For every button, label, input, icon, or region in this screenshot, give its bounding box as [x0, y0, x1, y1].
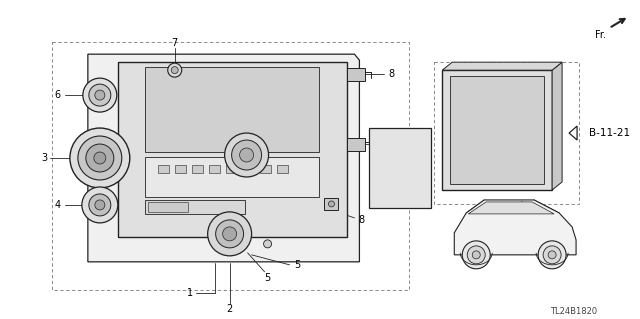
Circle shape	[223, 227, 237, 241]
Bar	[324, 198, 339, 210]
Bar	[118, 62, 348, 237]
Circle shape	[89, 84, 111, 106]
Circle shape	[94, 152, 106, 164]
Bar	[348, 138, 365, 151]
Circle shape	[172, 67, 178, 74]
Bar	[243, 165, 253, 173]
Bar	[226, 165, 237, 173]
Polygon shape	[88, 54, 360, 262]
Bar	[148, 202, 188, 212]
Bar	[451, 76, 544, 184]
Bar	[145, 67, 319, 152]
Text: 8: 8	[358, 215, 365, 225]
Text: B-11-21: B-11-21	[589, 128, 630, 138]
Circle shape	[467, 246, 485, 264]
Text: 4: 4	[55, 200, 61, 210]
Polygon shape	[454, 200, 576, 255]
Circle shape	[232, 140, 262, 170]
Circle shape	[95, 200, 105, 210]
Text: 8: 8	[388, 69, 394, 79]
Bar	[157, 165, 169, 173]
Circle shape	[239, 148, 253, 162]
Bar	[145, 200, 244, 214]
Circle shape	[86, 144, 114, 172]
Circle shape	[225, 133, 269, 177]
Bar	[52, 42, 410, 290]
Text: 5: 5	[264, 273, 271, 283]
Bar	[369, 128, 431, 208]
Text: 6: 6	[55, 90, 61, 100]
Bar	[348, 68, 365, 81]
Text: 8: 8	[388, 139, 394, 149]
Text: Fr.: Fr.	[595, 30, 606, 40]
Polygon shape	[468, 202, 554, 214]
Text: 2: 2	[227, 304, 233, 314]
Text: TL24B1820: TL24B1820	[550, 307, 597, 316]
Bar	[442, 70, 552, 190]
Circle shape	[95, 90, 105, 100]
Bar	[435, 62, 579, 204]
Circle shape	[538, 241, 566, 269]
Text: 3: 3	[41, 153, 47, 163]
Circle shape	[168, 63, 182, 77]
Bar	[192, 165, 203, 173]
Text: 1: 1	[187, 288, 193, 298]
Text: 7: 7	[172, 38, 178, 48]
Circle shape	[462, 241, 490, 269]
Polygon shape	[442, 62, 562, 70]
Bar	[209, 165, 220, 173]
Circle shape	[543, 246, 561, 264]
Circle shape	[472, 251, 480, 259]
Circle shape	[89, 194, 111, 216]
Polygon shape	[569, 126, 577, 140]
Circle shape	[216, 220, 244, 248]
Circle shape	[70, 128, 130, 188]
Circle shape	[264, 240, 271, 248]
Circle shape	[82, 187, 118, 223]
Circle shape	[78, 136, 122, 180]
Polygon shape	[552, 62, 562, 190]
Bar	[175, 165, 186, 173]
Bar	[260, 165, 271, 173]
Circle shape	[328, 201, 335, 207]
Circle shape	[548, 251, 556, 259]
Circle shape	[207, 212, 252, 256]
Bar	[276, 165, 287, 173]
Text: 5: 5	[294, 260, 301, 270]
Bar	[145, 157, 319, 197]
Circle shape	[83, 78, 117, 112]
